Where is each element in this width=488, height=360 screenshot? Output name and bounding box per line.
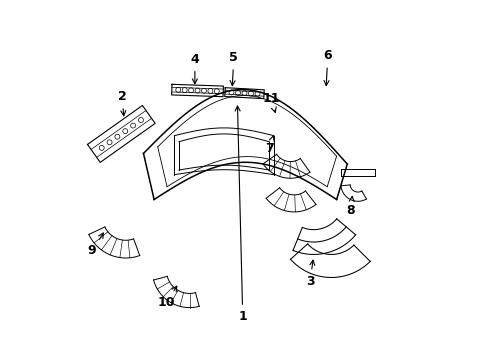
Text: 6: 6	[323, 49, 331, 86]
Text: 7: 7	[264, 136, 274, 154]
Text: 10: 10	[158, 286, 176, 309]
Text: 2: 2	[118, 90, 126, 116]
Text: 11: 11	[262, 92, 279, 112]
Text: 1: 1	[235, 106, 246, 323]
Text: 5: 5	[229, 51, 238, 86]
Text: 8: 8	[346, 197, 354, 217]
Text: 3: 3	[305, 260, 314, 288]
Text: 4: 4	[190, 53, 199, 84]
Text: 9: 9	[88, 233, 103, 257]
